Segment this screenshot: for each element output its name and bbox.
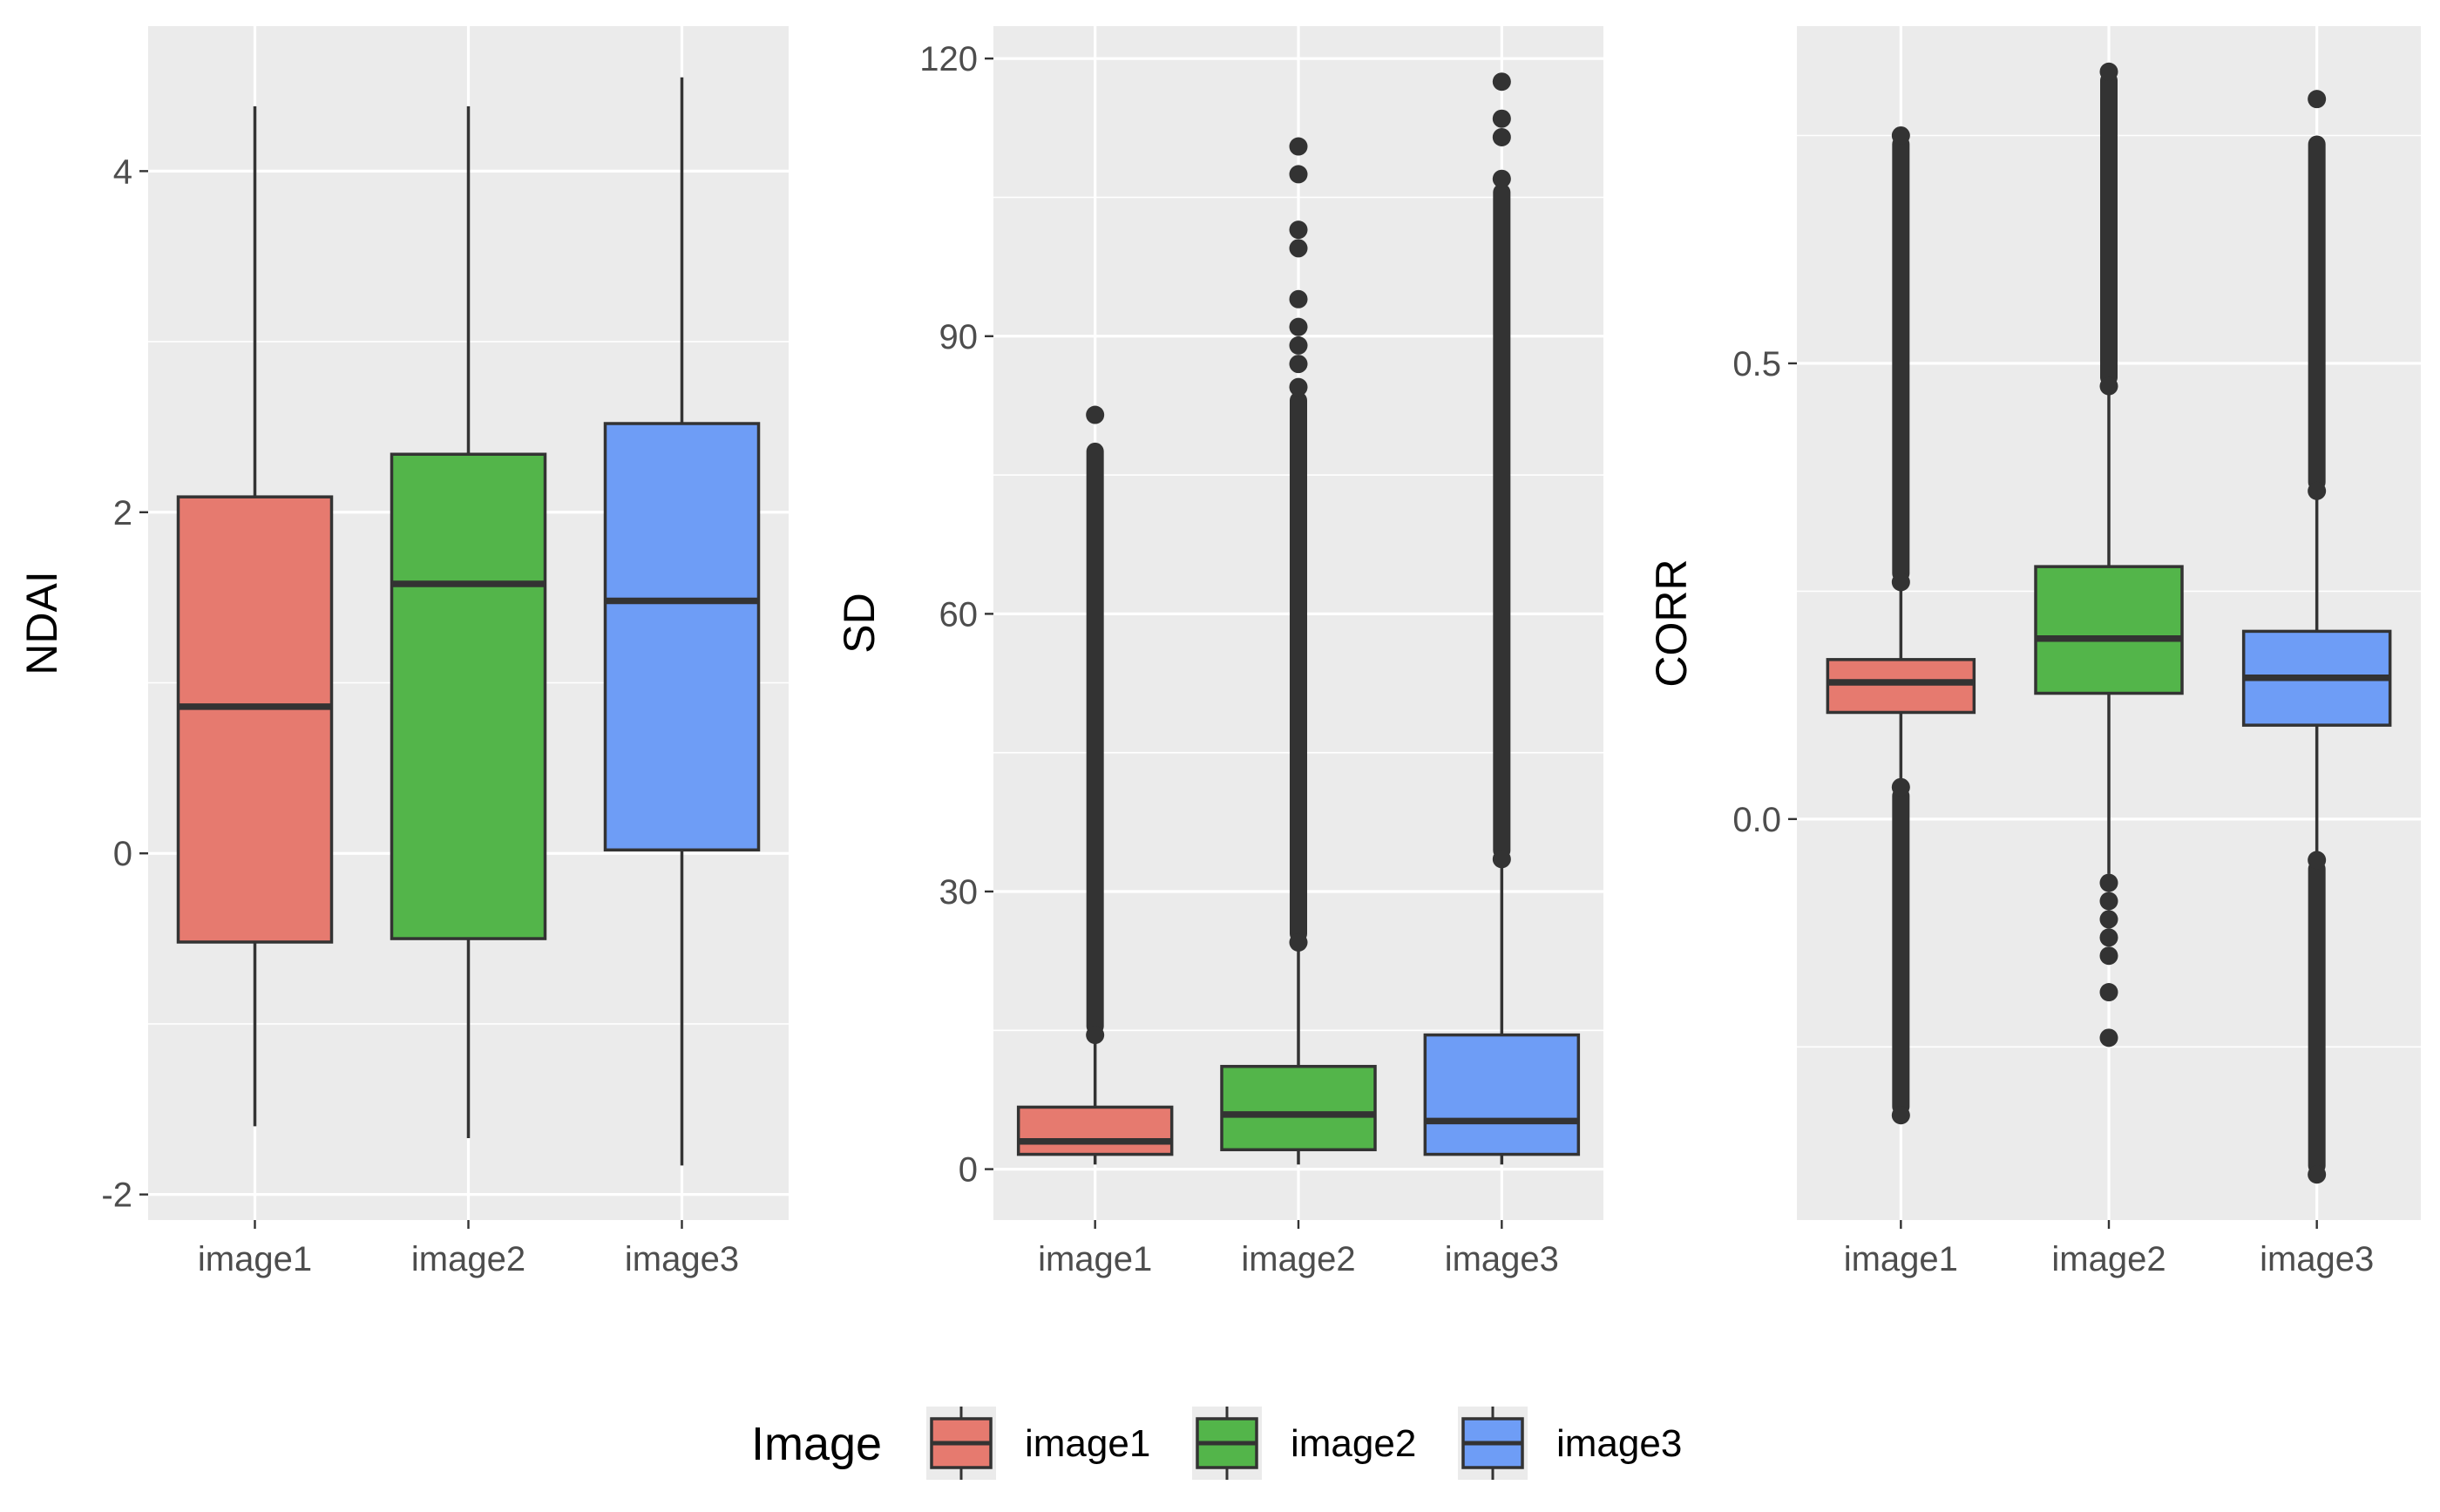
y-tick-label: 90: [939, 318, 979, 356]
box-iqr: [176, 495, 334, 944]
legend-label: image3: [1556, 1422, 1682, 1465]
outlier-point: [2099, 62, 2118, 81]
outlier-point: [1492, 850, 1511, 869]
y-tick-label: -2: [101, 1176, 132, 1215]
outlier-point: [1086, 1026, 1105, 1045]
outlier-point: [1492, 127, 1511, 146]
outlier-point: [1289, 239, 1308, 258]
y-tick-label: 4: [113, 153, 132, 191]
outlier-point: [1289, 336, 1308, 355]
x-tick-label: image3: [1445, 1240, 1559, 1278]
outlier-band: [1290, 391, 1307, 943]
y-tick-label: 0.5: [1732, 345, 1781, 383]
panel-sd: 0 30 60 90 120 image1 image2 image3 SD: [835, 26, 1603, 1278]
box-image3: [603, 77, 761, 1166]
y-axis-title: SD: [835, 593, 884, 653]
outlier-point: [1891, 125, 1910, 145]
box-image2: [2034, 62, 2184, 1048]
legend-item-image1: image1: [926, 1407, 1150, 1480]
outlier-band: [1892, 787, 1910, 1115]
outlier-point: [2308, 1165, 2327, 1184]
x-tick-label: image1: [198, 1240, 312, 1278]
outlier-point: [1086, 405, 1105, 424]
box-image2: [1220, 137, 1377, 1165]
outlier-point: [2308, 481, 2327, 500]
legend-item-image2: image2: [1192, 1407, 1416, 1480]
outlier-point: [1289, 165, 1308, 184]
x-tick-label: image1: [1844, 1240, 1958, 1278]
outlier-point: [1289, 220, 1308, 240]
y-tick-label: 120: [919, 40, 978, 78]
outlier-point: [1891, 1106, 1910, 1125]
outlier-point: [2099, 928, 2118, 947]
outlier-band: [1086, 442, 1104, 1035]
outlier-point: [2099, 873, 2118, 892]
legend-label: image2: [1291, 1422, 1416, 1465]
box-image2: [390, 105, 547, 1139]
outlier-point: [1289, 377, 1308, 397]
outlier-point: [1891, 573, 1910, 592]
outlier-point: [1289, 932, 1308, 952]
box-image3: [2241, 90, 2392, 1184]
x-tick-label: image2: [2051, 1240, 2166, 1278]
legend: Image image1 image2 image3: [751, 1407, 1682, 1480]
box-iqr: [2034, 565, 2184, 695]
legend-title: Image: [751, 1418, 882, 1470]
x-tick-label: image2: [411, 1240, 525, 1278]
outlier-point: [2099, 376, 2118, 396]
box-iqr: [603, 422, 761, 852]
outlier-point: [1492, 169, 1511, 188]
y-tick-label: 60: [939, 595, 979, 634]
y-axis-title: CORR: [1647, 559, 1696, 687]
outlier-point: [1492, 72, 1511, 92]
box-image3: [1423, 72, 1581, 1165]
box-iqr: [1016, 1105, 1174, 1156]
y-tick-label: 0: [113, 835, 132, 873]
outlier-band: [2100, 71, 2118, 387]
y-tick-label: 0.0: [1732, 801, 1781, 839]
panel-ndai: -2 0 2 4 image1 image2 image3 NDAI: [17, 26, 789, 1278]
outlier-point: [1289, 137, 1308, 156]
outlier-point: [2308, 851, 2327, 870]
y-tick-label: 0: [959, 1151, 978, 1190]
box-image1: [1016, 405, 1174, 1165]
y-tick-label: 30: [939, 873, 979, 912]
outlier-band: [1493, 183, 1511, 859]
outlier-band: [1892, 135, 1910, 582]
box-iqr: [1826, 658, 1976, 715]
box-image1: [176, 105, 334, 1127]
y-tick-label: 2: [113, 494, 132, 532]
x-tick-label: image1: [1038, 1240, 1152, 1278]
x-tick-label: image3: [625, 1240, 739, 1278]
outlier-point: [2099, 910, 2118, 929]
outlier-band: [2308, 135, 2326, 492]
outlier-point: [2308, 90, 2327, 109]
outlier-band: [2308, 859, 2326, 1175]
x-tick-label: image3: [2260, 1240, 2374, 1278]
outlier-point: [2099, 946, 2118, 966]
legend-item-image3: image3: [1458, 1407, 1682, 1480]
outlier-point: [2099, 892, 2118, 911]
outlier-point: [1289, 317, 1308, 336]
outlier-point: [1289, 289, 1308, 309]
legend-label: image1: [1025, 1422, 1150, 1465]
y-axis-title: NDAI: [17, 571, 66, 675]
panel-corr: 0.0 0.5 image1 image2 image3 CORR: [1647, 26, 2421, 1278]
box-iqr: [1423, 1033, 1581, 1156]
box-iqr: [1220, 1064, 1377, 1152]
outlier-point: [1492, 109, 1511, 128]
outlier-point: [2099, 983, 2118, 1002]
outlier-point: [1891, 777, 1910, 797]
box-image1: [1826, 125, 1976, 1125]
outlier-point: [1289, 355, 1308, 374]
outlier-point: [2099, 1028, 2118, 1048]
box-iqr: [390, 452, 547, 940]
x-tick-label: image2: [1241, 1240, 1355, 1278]
